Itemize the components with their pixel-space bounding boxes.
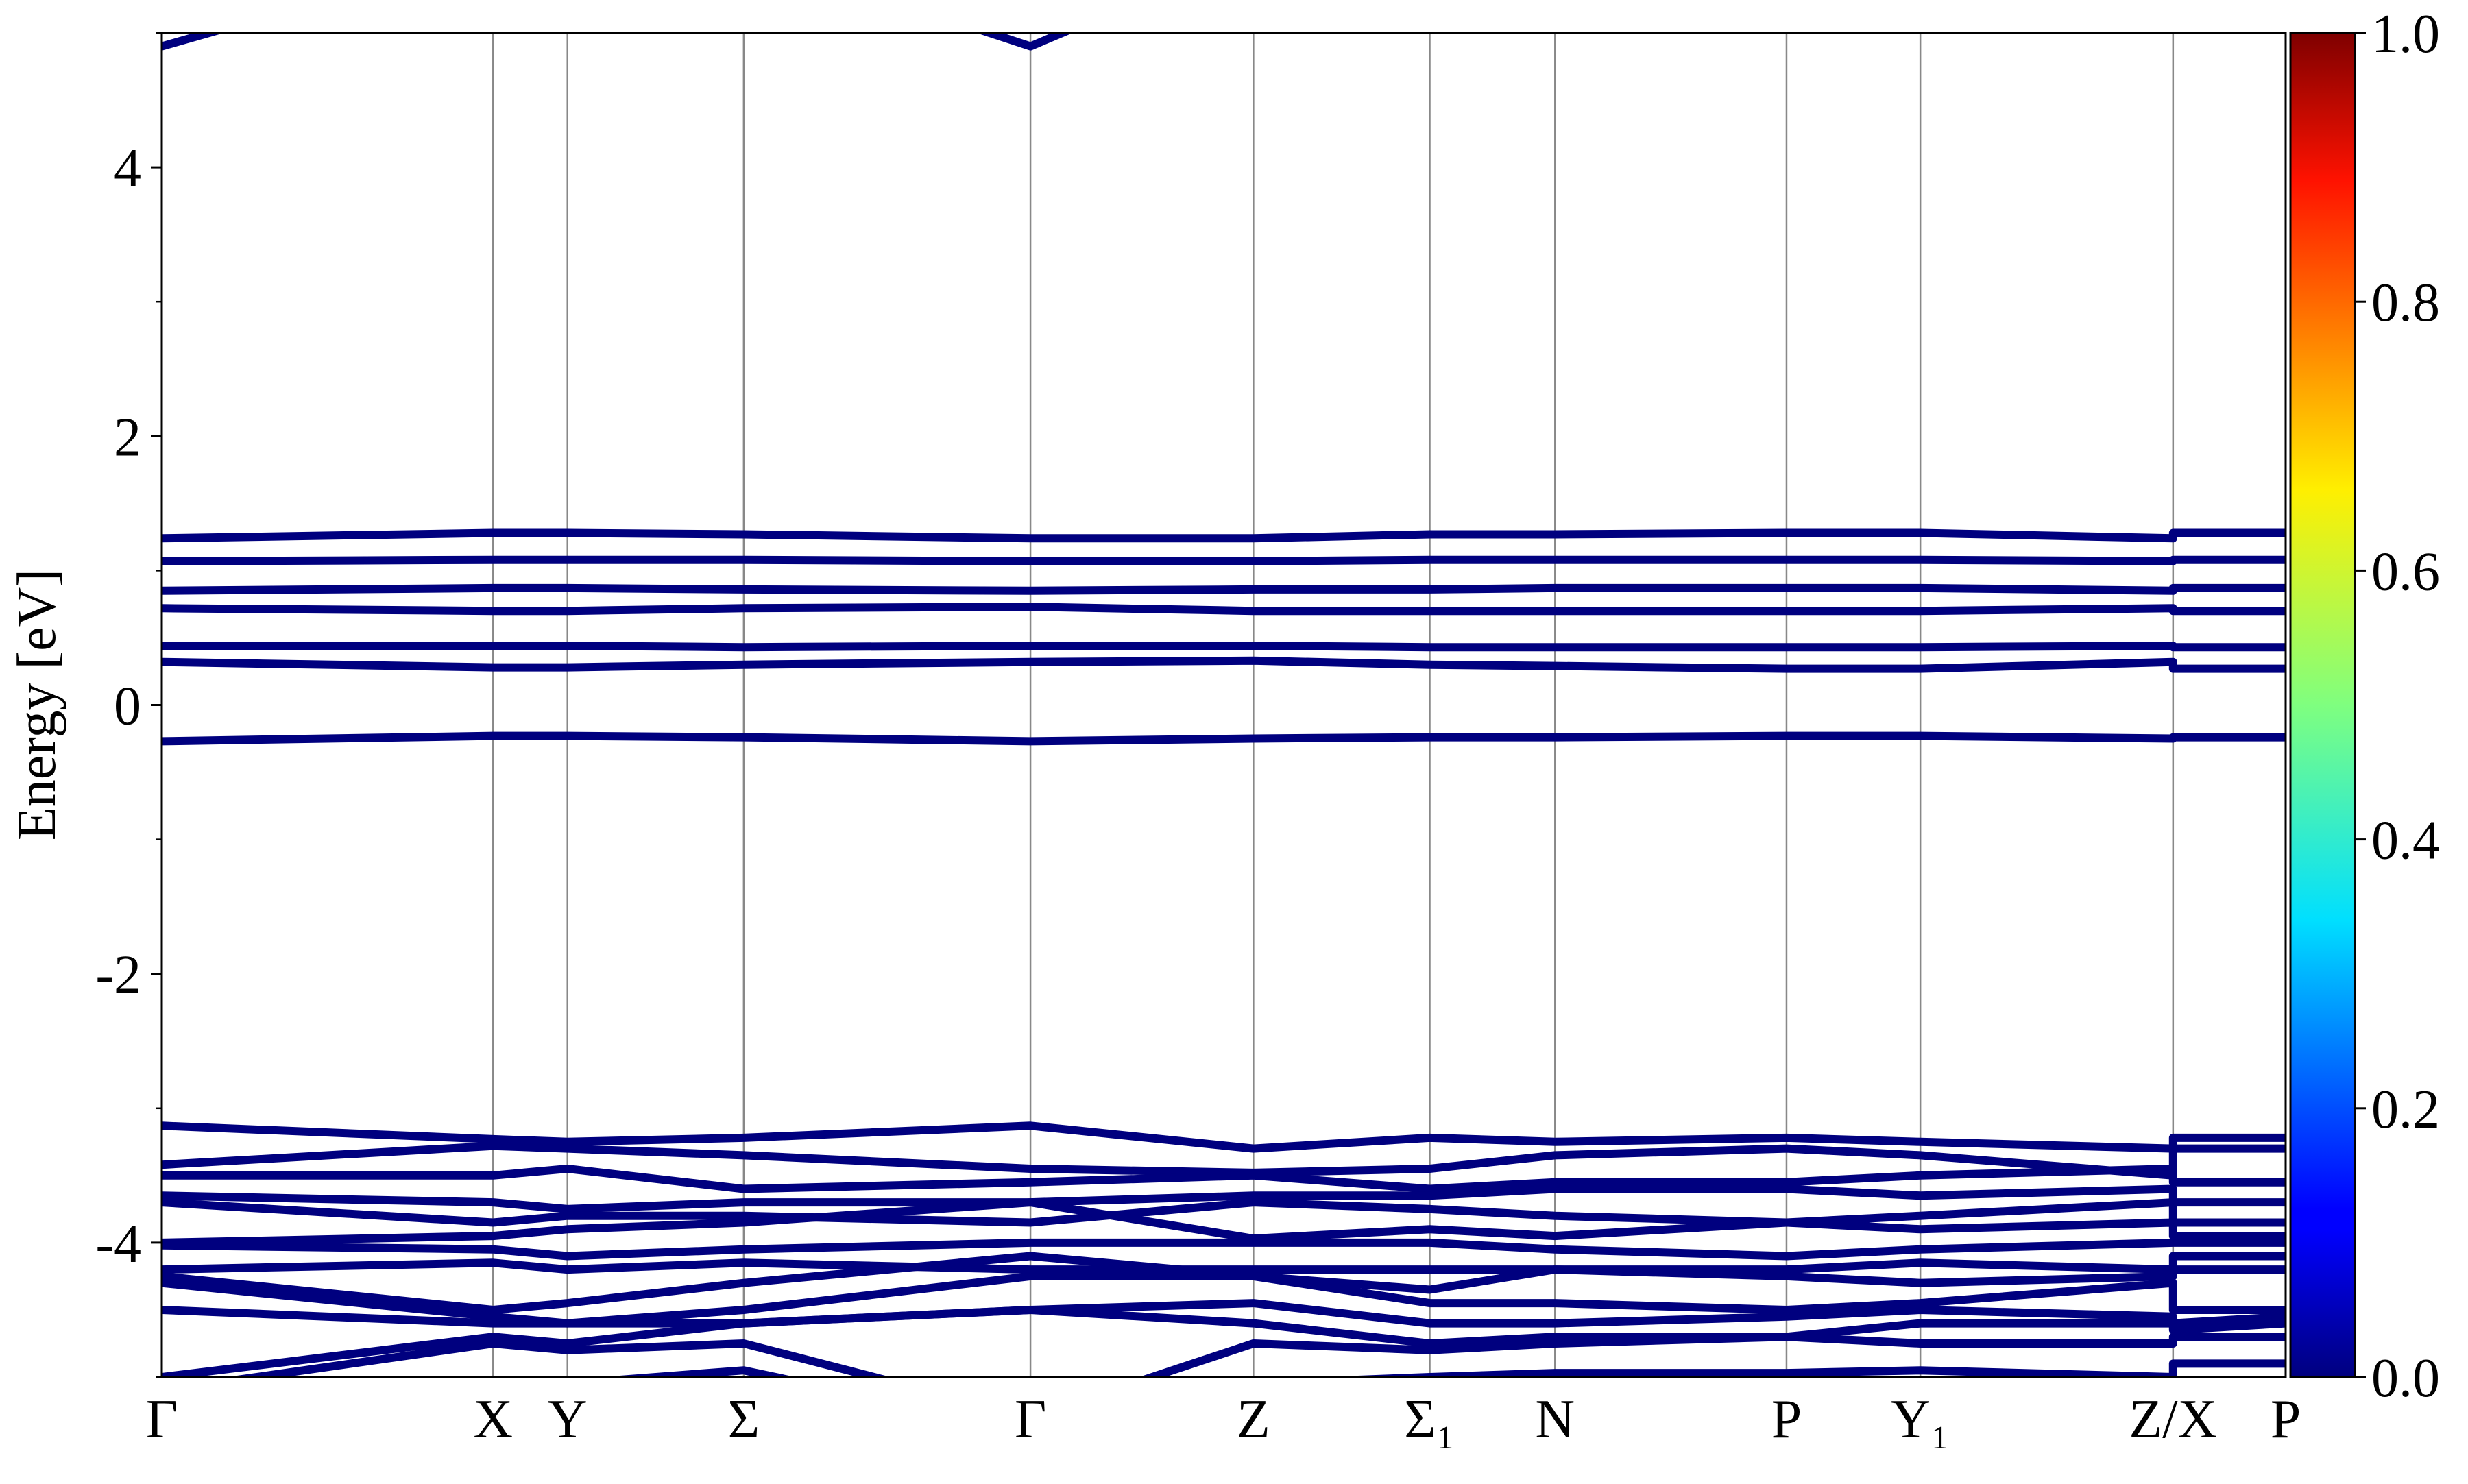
y-tick-label: 0: [114, 677, 141, 737]
band-line: [162, 1299, 2286, 1328]
x-tick-label: Γ: [146, 1389, 178, 1450]
band-line: [162, 1165, 2286, 1193]
band-line: [162, 555, 2286, 565]
band-line: [162, 603, 2286, 616]
band-line: [162, 731, 2286, 746]
x-tick-label: Z: [1237, 1389, 1270, 1450]
colorbar-tick-label: 0.0: [2371, 1348, 2440, 1409]
y-axis-label: Energy [eV]: [7, 569, 67, 840]
x-tick-label: P: [2271, 1389, 2301, 1450]
x-tick-label: Y₁: [1891, 1389, 1950, 1450]
x-tick-label: P: [1771, 1389, 1802, 1450]
band-line: [162, 1198, 2286, 1227]
x-tick-label: Γ: [1015, 1389, 1046, 1450]
y-tick-label: -4: [95, 1214, 141, 1274]
band-line: [162, 528, 2286, 543]
y-tick-label: -2: [95, 945, 141, 1006]
x-tick-label: X: [473, 1389, 513, 1450]
x-tick-label: N: [1535, 1389, 1575, 1450]
band-line: [162, 1238, 2286, 1261]
x-tick-label: Σ: [728, 1389, 760, 1450]
y-tick-label: 2: [114, 407, 141, 467]
band-line: [162, 1184, 2286, 1213]
colorbar-tick-label: 0.6: [2371, 542, 2440, 602]
band-line: [162, 1198, 2286, 1247]
x-tick-label: Σ₁: [1404, 1389, 1455, 1450]
bands: [162, 33, 2286, 1377]
band-line: [162, 1306, 2286, 1377]
axes: Γ X Y Σ Γ Z Σ₁ N P Y₁ Z/X P -4 -2 0 2 4 0.0 0.2 0.4 0.6 0.8 1.…: [95, 4, 2440, 1450]
x-tick-label: Y: [548, 1389, 588, 1450]
y-tick-label: 4: [114, 138, 141, 199]
band-line: [227, 1333, 2286, 1377]
colorbar: [2289, 32, 2356, 1378]
band-line: [162, 642, 2286, 652]
x-tick-label: Z/X: [2129, 1389, 2217, 1450]
colorbar-tick-label: 0.4: [2371, 811, 2440, 871]
band-line: [162, 1252, 2286, 1314]
colorbar-tick-label: 1.0: [2371, 4, 2440, 64]
colorbar-tick-label: 0.8: [2371, 273, 2440, 333]
band-line: [162, 656, 2286, 673]
colorbar-tick-label: 0.2: [2371, 1080, 2440, 1140]
band-line: [162, 583, 2286, 595]
